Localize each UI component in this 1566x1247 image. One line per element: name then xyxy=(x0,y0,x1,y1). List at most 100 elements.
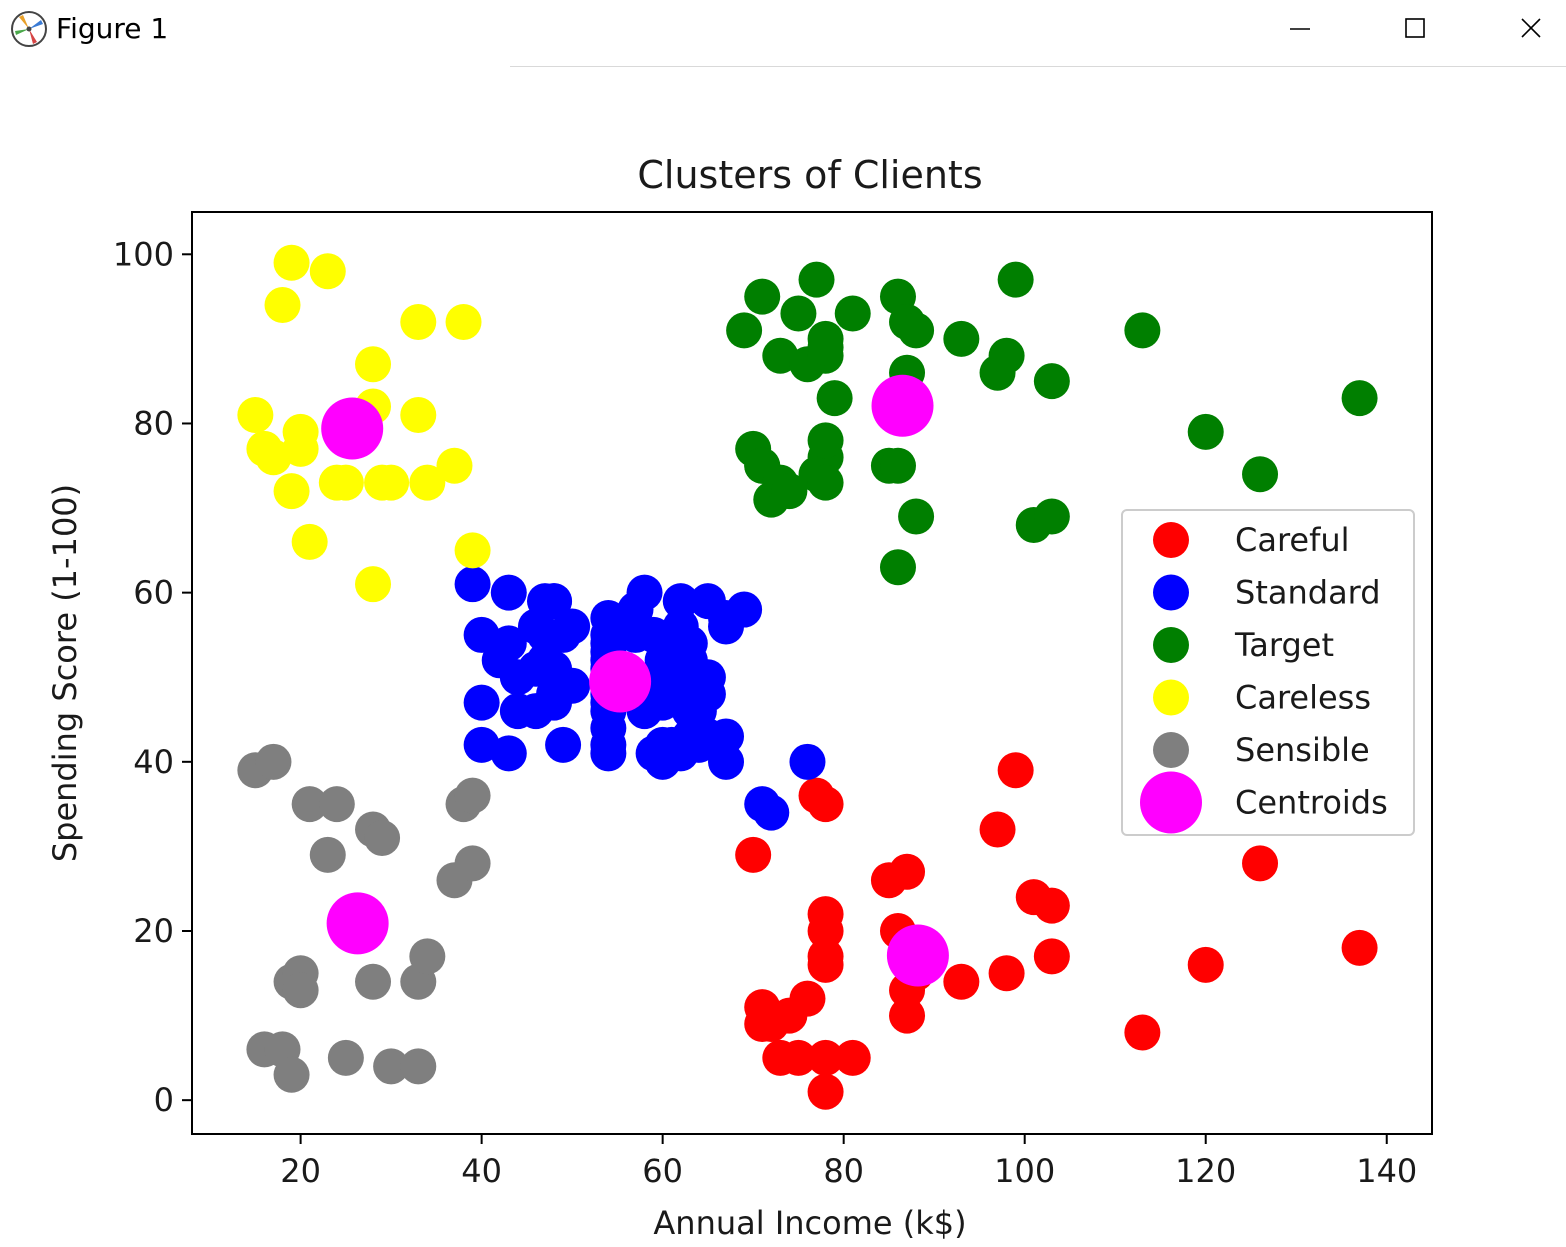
point-careful-0 xyxy=(735,836,772,873)
point-careful-30 xyxy=(1124,1014,1161,1051)
point-standard-20 xyxy=(536,583,573,620)
point-careful-21 xyxy=(889,997,926,1034)
point-standard-63 xyxy=(671,625,708,662)
point-careless-13 xyxy=(355,566,392,603)
point-careless-9 xyxy=(309,253,346,290)
point-target-17 xyxy=(807,422,844,459)
x-tick-label-120: 120 xyxy=(1175,1152,1236,1190)
point-standard-7 xyxy=(490,735,527,772)
point-careful-23 xyxy=(943,963,980,1000)
point-sensible-15 xyxy=(373,1048,410,1085)
point-careless-22 xyxy=(454,532,491,569)
point-standard-76 xyxy=(753,794,790,831)
point-careful-11 xyxy=(807,912,844,949)
y-tick-label-20: 20 xyxy=(133,912,174,950)
point-careless-3 xyxy=(264,287,301,324)
point-sensible-14 xyxy=(364,819,401,856)
close-icon xyxy=(1519,16,1543,40)
minimize-icon xyxy=(1288,16,1312,40)
point-target-37 xyxy=(1187,413,1224,450)
point-standard-6 xyxy=(490,625,527,662)
point-standard-34 xyxy=(590,735,627,772)
y-tick-label-100: 100 xyxy=(113,235,174,273)
point-careful-26 xyxy=(997,752,1034,789)
point-target-29 xyxy=(943,320,980,357)
y-axis-label: Spending Score (1-100) xyxy=(46,484,84,862)
point-careful-33 xyxy=(1341,929,1378,966)
maximize-icon xyxy=(1403,16,1427,40)
point-centroids-4 xyxy=(886,924,949,987)
point-standard-70 xyxy=(708,718,745,755)
point-careful-14 xyxy=(807,1073,844,1110)
point-target-39 xyxy=(1341,380,1378,417)
point-careless-7 xyxy=(282,413,319,450)
point-standard-0 xyxy=(454,566,491,603)
y-tick-label-40: 40 xyxy=(133,743,174,781)
point-target-27 xyxy=(898,498,935,535)
point-centroids-2 xyxy=(589,650,652,713)
point-careful-29 xyxy=(1033,938,1070,975)
legend-marker-sensible xyxy=(1153,732,1189,768)
point-sensible-18 xyxy=(409,938,446,975)
point-sensible-8 xyxy=(291,786,328,823)
point-careful-7 xyxy=(789,980,826,1017)
point-target-6 xyxy=(762,337,799,374)
maximize-button[interactable] xyxy=(1360,0,1470,56)
legend-marker-target xyxy=(1153,627,1189,663)
point-centroids-3 xyxy=(871,374,934,437)
point-target-28 xyxy=(898,312,935,349)
point-standard-54 xyxy=(662,583,699,620)
point-sensible-16 xyxy=(400,1048,437,1085)
point-sensible-21 xyxy=(454,777,491,814)
point-target-36 xyxy=(1124,312,1161,349)
x-axis-label: Annual Income (k$) xyxy=(653,1204,966,1242)
point-standard-23 xyxy=(545,726,582,763)
point-careless-16 xyxy=(373,464,410,501)
x-tick-label-80: 80 xyxy=(823,1152,864,1190)
x-tick-label-100: 100 xyxy=(994,1152,1055,1190)
point-careless-14 xyxy=(355,346,392,383)
legend-box xyxy=(1121,509,1415,836)
point-target-19 xyxy=(816,380,853,417)
point-target-35 xyxy=(1033,498,1070,535)
point-careful-24 xyxy=(979,811,1016,848)
x-tick-label-40: 40 xyxy=(461,1152,502,1190)
point-sensible-7 xyxy=(282,972,319,1009)
window-titlebar: Figure 1 xyxy=(0,0,1566,62)
point-standard-67 xyxy=(689,659,726,696)
x-tick-label-20: 20 xyxy=(280,1152,321,1190)
point-standard-36 xyxy=(590,600,627,637)
legend-label-standard: Standard xyxy=(1235,574,1381,612)
x-tick-label-140: 140 xyxy=(1356,1152,1417,1190)
point-sensible-12 xyxy=(355,963,392,1000)
close-button[interactable] xyxy=(1476,0,1566,56)
point-target-20 xyxy=(834,295,871,332)
plot-area-frame xyxy=(191,211,1433,1135)
y-tick-label-0: 0 xyxy=(154,1081,174,1119)
point-target-34 xyxy=(1033,363,1070,400)
point-careless-8 xyxy=(291,523,328,560)
y-tick-label-60: 60 xyxy=(133,574,174,612)
legend-label-target: Target xyxy=(1234,626,1334,664)
point-target-16 xyxy=(807,329,844,366)
point-careful-6 xyxy=(780,1039,817,1076)
point-target-23 xyxy=(879,549,916,586)
legend: Careful Standard Target Careless Sensible Cen… xyxy=(1121,509,1415,836)
minimize-button[interactable] xyxy=(1245,0,1355,56)
point-target-2 xyxy=(744,278,781,315)
point-careless-17 xyxy=(400,303,437,340)
point-target-38 xyxy=(1242,456,1279,493)
axis-ticks: 20 40 60 80 100 120 140 0 20 40 60 80 100 xyxy=(113,235,1417,1190)
point-standard-3 xyxy=(463,726,500,763)
legend-label-careless: Careless xyxy=(1235,679,1371,717)
point-target-24 xyxy=(879,447,916,484)
point-target-31 xyxy=(988,337,1025,374)
chart-title: Clusters of Clients xyxy=(637,153,982,197)
point-target-9 xyxy=(780,295,817,332)
legend-marker-centroids xyxy=(1140,771,1202,834)
toolbar-divider xyxy=(510,66,1566,67)
matplotlib-logo-icon xyxy=(9,9,49,49)
point-careful-31 xyxy=(1187,946,1224,983)
point-careful-9 xyxy=(807,786,844,823)
